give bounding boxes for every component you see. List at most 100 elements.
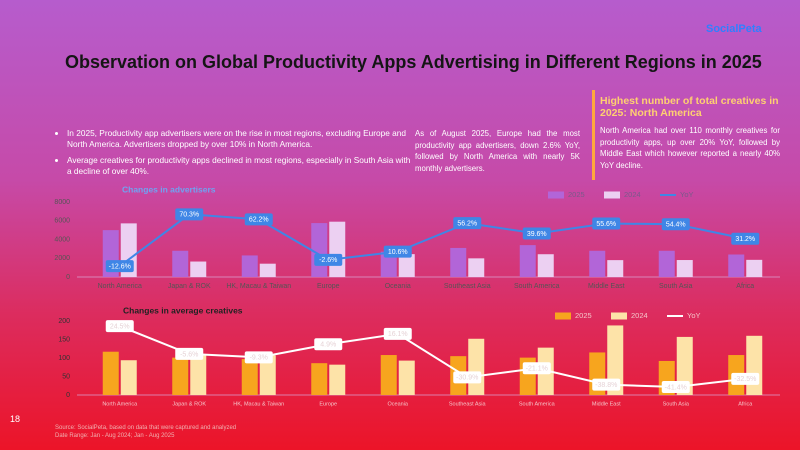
- bar: [241, 255, 258, 277]
- legend-label: 2025: [568, 190, 585, 199]
- data-label: -30.9%: [456, 375, 478, 382]
- label-box: [244, 351, 273, 364]
- x-tick-label: Southeast Asia: [444, 283, 491, 290]
- x-tick-label: Africa: [738, 401, 753, 407]
- chart-title: Changes in advertisers: [122, 184, 216, 194]
- summary-text: As of August 2025, Europe had the most p…: [415, 129, 580, 173]
- label-box: [314, 253, 343, 266]
- data-label: 70.3%: [179, 212, 199, 219]
- label-box: [453, 371, 482, 384]
- bar: [380, 355, 397, 395]
- highlight-box: Highest number of total creatives in 202…: [592, 90, 785, 180]
- label-box: [592, 378, 621, 391]
- x-tick-label: Europe: [317, 283, 340, 290]
- x-tick-label: South Asia: [663, 401, 690, 407]
- y-tick-label: 4000: [54, 236, 70, 243]
- bar: [380, 251, 397, 277]
- data-label: -41.4%: [665, 384, 687, 391]
- bar: [102, 351, 119, 395]
- bar: [172, 357, 189, 395]
- bar: [120, 360, 137, 395]
- bar: [468, 338, 485, 395]
- x-tick-label: Africa: [736, 283, 754, 290]
- y-tick-label: 50: [62, 373, 70, 380]
- x-tick-label: South America: [514, 283, 560, 290]
- legend-label: 2024: [624, 190, 641, 199]
- bar: [676, 336, 693, 395]
- slide-title: Observation on Global Productivity Apps …: [65, 52, 762, 72]
- x-tick-label: Oceania: [388, 401, 409, 407]
- bar: [607, 260, 624, 277]
- bar: [450, 247, 467, 277]
- label-box: [731, 372, 760, 385]
- data-label: 4.9%: [320, 342, 336, 349]
- legend-label: 2024: [631, 311, 648, 320]
- page-number: 18: [10, 414, 21, 424]
- y-tick-label: 150: [58, 336, 70, 343]
- label-box: [661, 381, 690, 394]
- x-tick-label: Japan & ROK: [168, 283, 211, 290]
- label-box: [383, 245, 412, 258]
- x-tick-label: HK, Macau & Taiwan: [226, 283, 291, 290]
- bar: [311, 223, 328, 277]
- data-label: -9.3%: [250, 355, 268, 362]
- label-box: [731, 232, 760, 245]
- x-tick-label: HK, Macau & Taiwan: [233, 401, 284, 407]
- bar: [398, 254, 415, 277]
- x-tick-label: Southeast Asia: [449, 401, 487, 407]
- label-box: [522, 362, 551, 375]
- x-tick-label: Middle East: [588, 283, 625, 290]
- legend-label: YoY: [680, 190, 694, 199]
- data-label: 56.2%: [457, 220, 477, 227]
- data-label: 62.2%: [249, 217, 269, 224]
- x-tick-label: Europe: [319, 401, 337, 407]
- bar: [329, 364, 346, 395]
- data-label: 55.6%: [596, 221, 616, 228]
- data-label: 31.2%: [735, 236, 755, 243]
- legend-label: YoY: [687, 311, 701, 320]
- bar: [259, 263, 276, 277]
- data-label: -12.6%: [109, 263, 131, 270]
- bar: [190, 261, 207, 277]
- bar: [676, 260, 693, 277]
- bar: [190, 355, 207, 395]
- x-tick-label: Japan & ROK: [172, 401, 206, 407]
- logo: SocialPeta: [706, 23, 762, 35]
- source-line: Source: SocialPeta, based on data that w…: [55, 425, 237, 431]
- label-box: [383, 327, 412, 340]
- label-box: [522, 227, 551, 240]
- yoy-line: [119, 213, 746, 267]
- x-tick-label: North America: [102, 401, 138, 407]
- source: Source: SocialPeta, based on data that w…: [55, 424, 236, 440]
- y-tick-label: 8000: [54, 199, 70, 206]
- y-tick-label: 200: [58, 318, 70, 325]
- y-tick-label: 0: [66, 392, 70, 399]
- bar: [658, 250, 675, 277]
- data-label: 10.6%: [388, 249, 408, 256]
- legend-swatch: [548, 191, 564, 199]
- bar: [607, 325, 624, 395]
- chart-title: Changes in average creatives: [123, 305, 243, 315]
- label-box: [105, 320, 134, 333]
- label-box: [105, 260, 134, 273]
- label-box: [453, 217, 482, 230]
- data-label: -2.6%: [319, 257, 337, 264]
- y-tick-label: 2000: [54, 255, 70, 262]
- label-box: [592, 217, 621, 230]
- label-box: [314, 338, 343, 351]
- data-label: 24.5%: [110, 323, 130, 330]
- bar: [589, 250, 606, 277]
- bar: [746, 335, 763, 395]
- bar: [329, 221, 346, 277]
- x-tick-label: Oceania: [385, 283, 411, 290]
- label-box: [175, 347, 204, 360]
- highlight-body: North America had over 110 monthly creat…: [600, 126, 780, 170]
- bar: [746, 259, 763, 277]
- label-box: [244, 213, 273, 226]
- data-label: 39.6%: [527, 231, 547, 238]
- label-box: [661, 218, 690, 231]
- yoy-line: [119, 325, 746, 389]
- data-label: 16.1%: [388, 331, 408, 338]
